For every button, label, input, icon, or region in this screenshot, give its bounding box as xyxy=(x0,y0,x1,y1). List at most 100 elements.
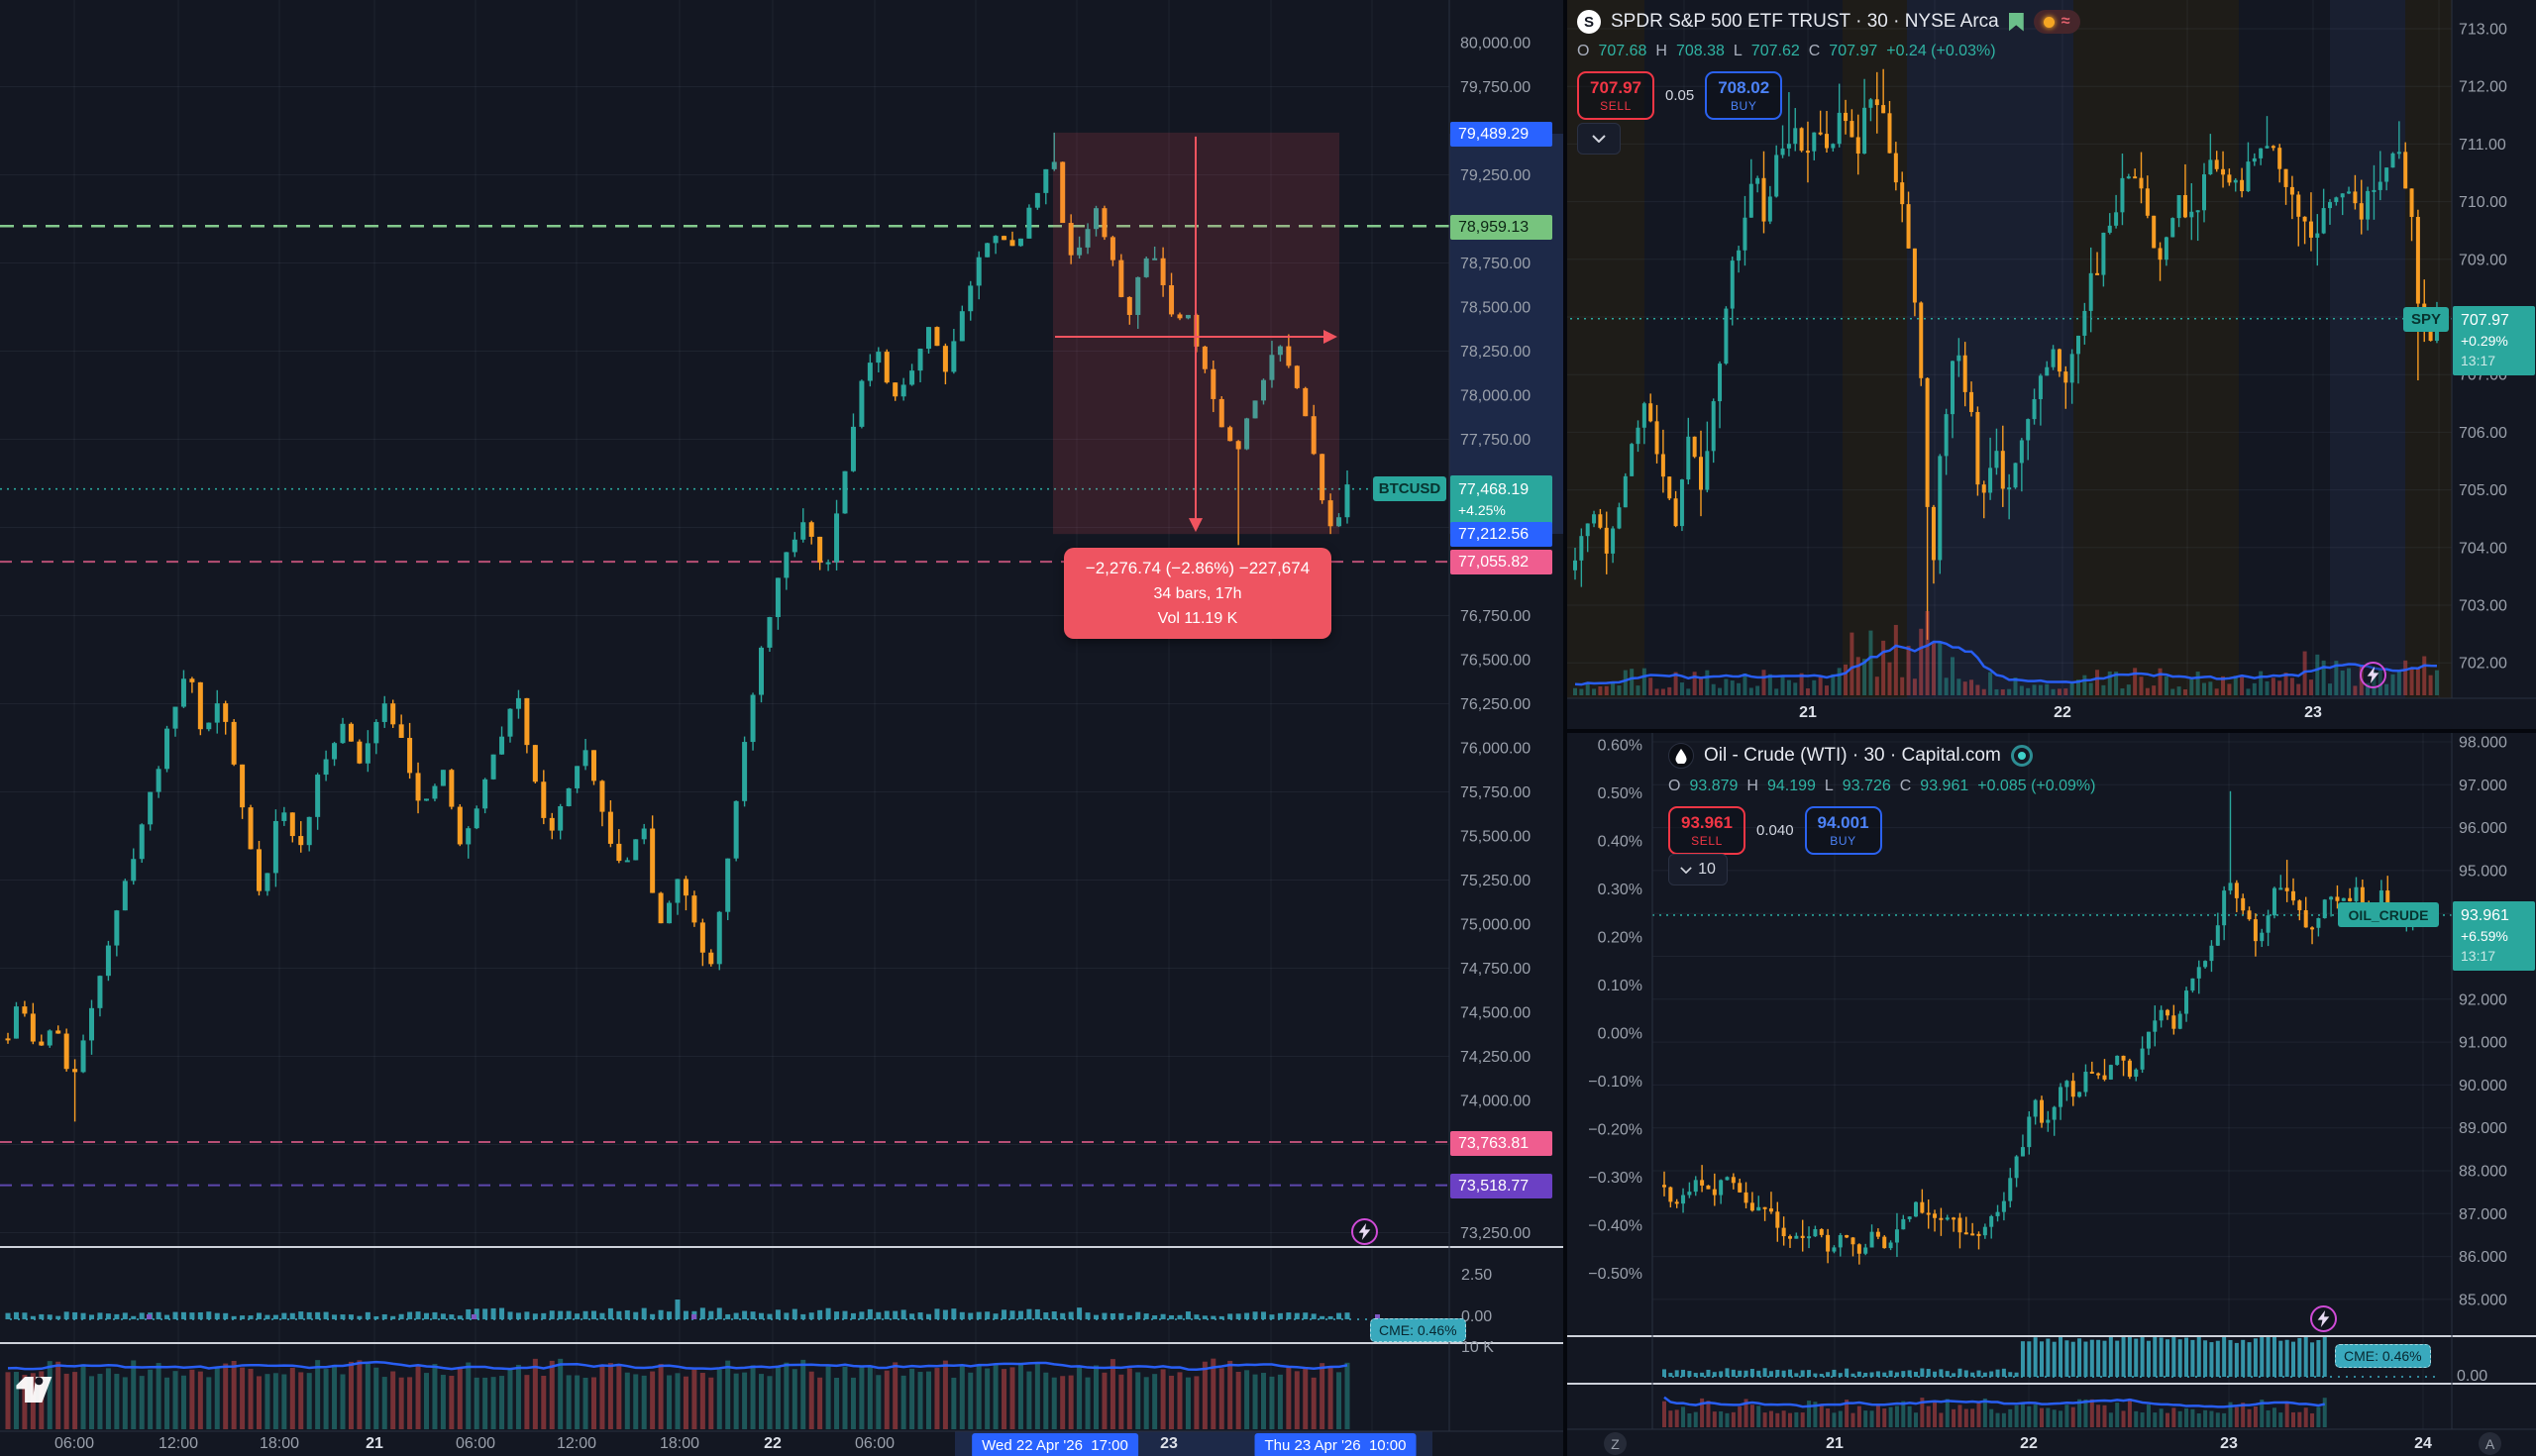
time-axis-label: 18:00 xyxy=(659,1435,700,1452)
svg-text:76,250.00: 76,250.00 xyxy=(1460,696,1531,713)
volume-axis-tick: 10 K xyxy=(1461,1339,1494,1356)
oil-logo xyxy=(1668,743,1694,769)
lightning-icon xyxy=(2367,667,2379,683)
svg-text:74,250.00: 74,250.00 xyxy=(1460,1049,1531,1066)
ohlc-key: L xyxy=(1824,778,1834,794)
svg-text:−0.50%: −0.50% xyxy=(1588,1266,1642,1283)
btc-current-price: 77,468.19 xyxy=(1458,481,1530,498)
ohlc-value: 93.726 xyxy=(1842,778,1891,794)
ohlc-key: O xyxy=(1668,778,1681,794)
sun-icon xyxy=(2043,16,2055,28)
mood-pill[interactable]: ≈ xyxy=(2033,10,2080,34)
time-axis-label: 23 xyxy=(1160,1435,1178,1452)
spy-boost-button[interactable] xyxy=(2360,662,2386,688)
spy-header: S SPDR S&P 500 ETF TRUST · 30 · NYSE Arc… xyxy=(1577,10,2080,120)
spy-buy-price: 708.02 xyxy=(1718,78,1770,97)
oil-buy-price: 94.001 xyxy=(1817,813,1869,832)
time-axis-label: 21 xyxy=(1826,1435,1844,1452)
svg-text:713.00: 713.00 xyxy=(2459,22,2507,39)
time-axis-label: 18:00 xyxy=(259,1435,300,1452)
spy-current-time: 13:17 xyxy=(2461,353,2496,368)
svg-text:74,500.00: 74,500.00 xyxy=(1460,1005,1531,1022)
btc-range-low-label: 77,212.56 xyxy=(1450,522,1552,547)
capitalcom-status-icon xyxy=(2010,745,2033,767)
ohlc-key: C xyxy=(1808,43,1821,59)
spy-sell-price: 707.97 xyxy=(1590,78,1641,97)
time-axis-label: 12:00 xyxy=(556,1435,597,1452)
spy-title[interactable]: SPDR S&P 500 ETF TRUST · 30 · NYSE Arca xyxy=(1611,11,1999,32)
tradingview-logo[interactable] xyxy=(16,1377,53,1407)
ohlc-value: 94.199 xyxy=(1766,778,1816,794)
svg-text:76,750.00: 76,750.00 xyxy=(1460,608,1531,625)
btc-price-line-tag[interactable]: BTCUSD xyxy=(1373,476,1446,501)
svg-text:705.00: 705.00 xyxy=(2459,482,2507,499)
svg-text:703.00: 703.00 xyxy=(2459,598,2507,615)
spy-price-line-tag[interactable]: SPY xyxy=(2403,307,2449,332)
svg-text:96.000: 96.000 xyxy=(2459,820,2507,837)
chevron-down-icon xyxy=(1592,135,1606,143)
btc-green-level-label: 78,959.13 xyxy=(1450,215,1552,240)
ohlc-key: H xyxy=(1655,43,1667,59)
spy-buy-button[interactable]: 708.02 BUY xyxy=(1705,71,1783,120)
btc-boost-button[interactable] xyxy=(1351,1218,1378,1245)
btc-cme-note[interactable]: CME: 0.46% xyxy=(1370,1318,1466,1342)
oil-boost-button[interactable] xyxy=(2310,1305,2337,1332)
flag-icon[interactable] xyxy=(2008,12,2024,32)
measure-delta: −2,276.74 (−2.86%) −227,674 xyxy=(1085,559,1311,577)
oil-price-line-tag[interactable]: OIL_CRUDE xyxy=(2338,902,2439,927)
ohlc-value: 707.68 xyxy=(1598,43,1647,59)
time-axis-label: 21 xyxy=(1799,704,1817,721)
svg-text:92.000: 92.000 xyxy=(2459,991,2507,1008)
timezone-button-Z[interactable]: Z xyxy=(1604,1432,1627,1455)
svg-text:78,750.00: 78,750.00 xyxy=(1460,256,1531,272)
time-axis-label: 23 xyxy=(2304,704,2322,721)
oil-cme-note[interactable]: CME: 0.46% xyxy=(2335,1344,2431,1368)
svg-text:97.000: 97.000 xyxy=(2459,778,2507,794)
time-axis-label: 23 xyxy=(2220,1435,2238,1452)
oil-title[interactable]: Oil - Crude (WTI) · 30 · Capital.com xyxy=(1704,745,2001,766)
svg-text:79,250.00: 79,250.00 xyxy=(1460,167,1531,184)
timezone-button-A[interactable]: A xyxy=(2479,1432,2501,1455)
spy-sell-button[interactable]: 707.97 SELL xyxy=(1577,71,1654,120)
ohlc-value: 707.97 xyxy=(1829,43,1878,59)
oil-quantity-value: 10 xyxy=(1698,861,1716,878)
oil-buy-label: BUY xyxy=(1830,834,1856,848)
time-axis-label: 22 xyxy=(764,1435,782,1452)
spy-collapse-button[interactable] xyxy=(1577,123,1621,155)
indicator-tick-zero: 0.00 xyxy=(1461,1308,1493,1325)
svg-text:706.00: 706.00 xyxy=(2459,425,2507,442)
oil-drop-icon xyxy=(1675,748,1687,764)
time-axis-label: 06:00 xyxy=(455,1435,496,1452)
svg-text:75,000.00: 75,000.00 xyxy=(1460,917,1531,934)
oil-current-change: +6.59% xyxy=(2461,928,2508,944)
svg-text:86.000: 86.000 xyxy=(2459,1249,2507,1266)
oil-quantity-dropdown[interactable]: 10 xyxy=(1668,854,1728,885)
chevron-down-icon xyxy=(1680,866,1692,874)
svg-text:78,000.00: 78,000.00 xyxy=(1460,388,1531,405)
svg-text:0.10%: 0.10% xyxy=(1598,978,1642,994)
svg-text:−0.30%: −0.30% xyxy=(1588,1170,1642,1187)
btc-pink-level-label-1: 77,055.82 xyxy=(1450,550,1552,574)
svg-text:80,000.00: 80,000.00 xyxy=(1460,36,1531,52)
time-axis-label: 06:00 xyxy=(53,1435,95,1452)
svg-text:91.000: 91.000 xyxy=(2459,1035,2507,1052)
ohlc-value: 708.38 xyxy=(1675,43,1725,59)
measure-start-date-pill: Wed 22 Apr '26 17:00 xyxy=(972,1433,1138,1456)
svg-text:0.30%: 0.30% xyxy=(1598,882,1642,898)
measure-tooltip: −2,276.74 (−2.86%) −227,674 34 bars, 17h… xyxy=(1064,548,1331,639)
svg-text:77,750.00: 77,750.00 xyxy=(1460,432,1531,449)
ohlc-value: +0.24 (+0.03%) xyxy=(1886,43,1996,59)
time-axis-label: 24 xyxy=(2414,1435,2432,1452)
ohlc-value: +0.085 (+0.09%) xyxy=(1977,778,2096,794)
svg-text:95.000: 95.000 xyxy=(2459,863,2507,880)
time-axis-label: 12:00 xyxy=(158,1435,199,1452)
oil-sell-price: 93.961 xyxy=(1681,813,1733,832)
ohlc-value: 93.879 xyxy=(1689,778,1739,794)
btc-purple-level-label: 73,518.77 xyxy=(1450,1174,1552,1198)
svg-text:76,000.00: 76,000.00 xyxy=(1460,741,1531,758)
oil-buy-button[interactable]: 94.001 BUY xyxy=(1804,806,1882,855)
svg-text:−0.20%: −0.20% xyxy=(1588,1122,1642,1139)
oil-sell-button[interactable]: 93.961 SELL xyxy=(1668,806,1745,855)
